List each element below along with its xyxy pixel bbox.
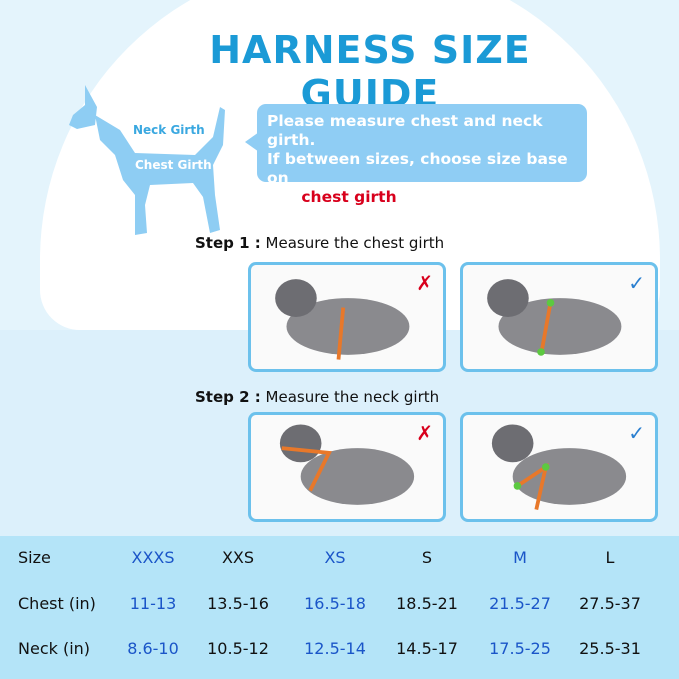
table-cell: M — [513, 548, 527, 567]
table-cell: XXXS — [131, 548, 175, 567]
chest-girth-label: Chest Girth — [135, 158, 212, 172]
chest-row: Chest (in) 11-13 13.5-16 16.5-18 18.5-21 21.5… — [0, 594, 679, 624]
dog-silhouette-icon — [69, 85, 225, 235]
row-header: Neck (in) — [18, 639, 91, 658]
table-cell: 16.5-18 — [304, 594, 366, 613]
instruction-line: Please measure chest and neck girth. — [267, 112, 543, 149]
table-cell: 18.5-21 — [396, 594, 458, 613]
checkmark-icon: ✓ — [628, 421, 645, 445]
table-cell: 12.5-14 — [304, 639, 366, 658]
table-cell: 11-13 — [129, 594, 177, 613]
table-cell: 17.5-25 — [489, 639, 551, 658]
instruction-bubble: Please measure chest and neck girth. If … — [245, 104, 587, 206]
size-table: Size XXXS XXS XS S M L Chest (in) 11-13 13.5-16 1… — [0, 536, 679, 679]
table-cell: 8.6-10 — [127, 639, 179, 658]
checkmark-icon: ✓ — [628, 271, 645, 295]
row-header: Size — [18, 548, 51, 567]
instruction-line: If between sizes, choose size base on — [267, 150, 568, 187]
step1-wrong-photo: ✗ — [248, 262, 446, 372]
table-cell: XS — [324, 548, 346, 567]
cross-icon: ✗ — [416, 421, 433, 445]
table-cell: S — [421, 548, 433, 567]
row-header: Chest (in) — [18, 594, 96, 613]
table-cell: 14.5-17 — [396, 639, 458, 658]
step1-correct-photo: ✓ — [460, 262, 658, 372]
table-cell: 25.5-31 — [579, 639, 641, 658]
neck-row: Neck (in) 8.6-10 10.5-12 12.5-14 14.5-17 17.5… — [0, 639, 679, 669]
table-cell: XXS — [221, 548, 255, 567]
step2-correct-photo: ✓ — [460, 412, 658, 522]
table-cell: 27.5-37 — [579, 594, 641, 613]
neck-girth-label: Neck Girth — [133, 123, 205, 137]
instruction-line: the chest girth. — [267, 188, 403, 206]
table-cell: 21.5-27 — [489, 594, 551, 613]
step2-wrong-photo: ✗ — [248, 412, 446, 522]
step-2-label: Step 2 : Measure the neck girth — [195, 388, 440, 406]
table-cell: 10.5-12 — [207, 639, 269, 658]
table-cell: L — [605, 548, 615, 567]
step-1-label: Step 1 : Measure the chest girth — [195, 234, 445, 252]
chest-girth-highlight: chest girth — [301, 188, 397, 206]
cross-icon: ✗ — [416, 271, 433, 295]
table-cell: 13.5-16 — [207, 594, 269, 613]
size-row: Size XXXS XXS XS S M L — [0, 548, 679, 578]
